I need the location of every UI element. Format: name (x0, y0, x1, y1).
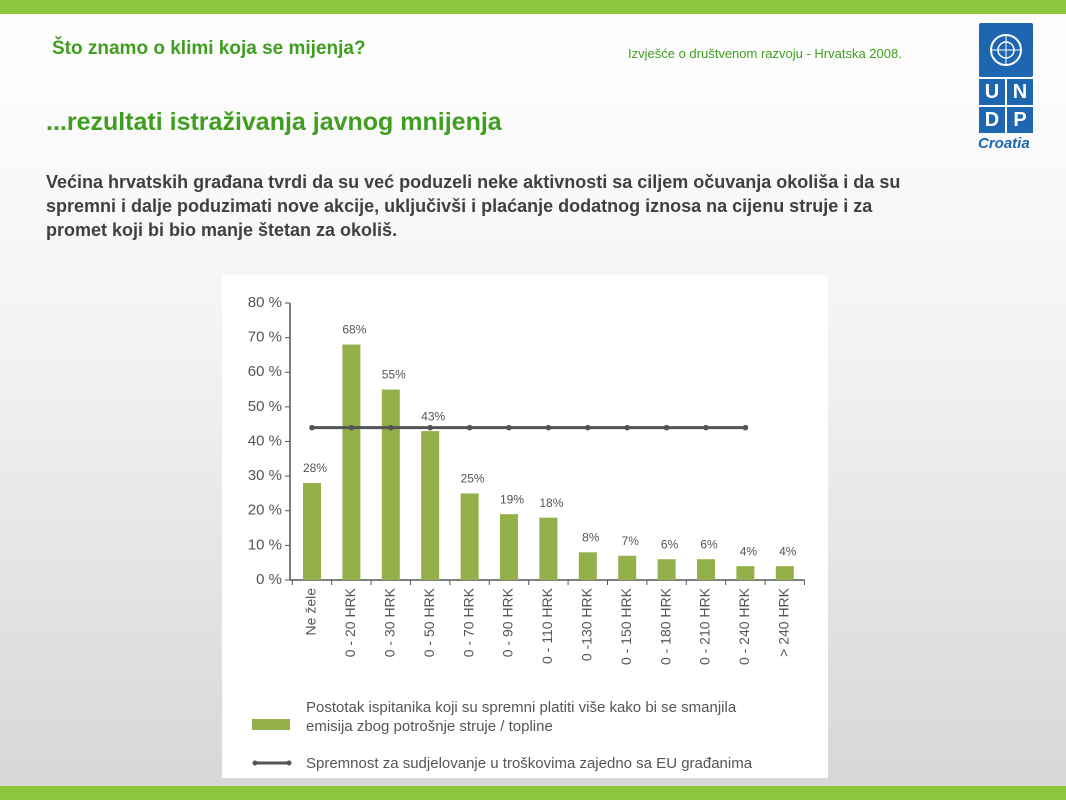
bar (460, 493, 479, 580)
legend-swatch-line (252, 760, 292, 766)
y-tick-label: 50 % (248, 398, 282, 415)
bar (736, 566, 755, 580)
x-tick-label: 0 - 90 HRK (500, 587, 516, 657)
line-marker (466, 424, 473, 431)
value-label: 4% (779, 544, 797, 558)
logo-emblem (979, 23, 1033, 77)
chart-panel: 0 % 10 % 20 % 30 % 40 % 50 % 60 % 70 % 80 % Ne že… (222, 275, 828, 778)
logo-letter: D (979, 107, 1005, 133)
x-tick-label: 0 - 110 HRK (539, 587, 555, 664)
line-marker (348, 424, 355, 431)
x-tick-label: 0 - 240 HRK (736, 587, 752, 665)
value-label: 6% (700, 537, 718, 551)
x-tick-label: 0 - 180 HRK (657, 587, 673, 665)
legend-label: Postotak ispitanika koji su spremni plat… (306, 699, 737, 735)
logo-letter: P (1007, 107, 1033, 133)
x-tick-label: 0 -130 HRK (579, 587, 595, 661)
y-tick-label: 40 % (248, 432, 282, 449)
x-tick-label: 0 - 30 HRK (382, 587, 398, 657)
y-tick-label: 60 % (248, 363, 282, 380)
x-tick-label: 0 - 150 HRK (618, 587, 634, 665)
line-marker (585, 424, 591, 431)
bottom-band (0, 786, 1066, 800)
bar (342, 344, 361, 580)
logo-country: Croatia (978, 135, 1030, 152)
bar (657, 559, 676, 580)
value-label: 7% (622, 534, 640, 548)
x-tick-label: > 240 HRK (776, 587, 792, 657)
value-label: 43% (421, 409, 445, 423)
value-label: 6% (661, 537, 679, 551)
line-marker (624, 424, 630, 431)
value-label: 18% (539, 496, 563, 510)
bar (539, 517, 558, 580)
line-marker (506, 424, 512, 431)
y-tick-label: 70 % (248, 329, 282, 346)
value-label: 55% (382, 368, 406, 382)
bar (500, 514, 518, 580)
x-tick-label: 0 - 210 HRK (697, 587, 713, 665)
y-tick-label: 10 % (248, 536, 282, 553)
chart: 0 % 10 % 20 % 30 % 40 % 50 % 60 % 70 % 80 % Ne že… (248, 294, 805, 665)
x-tick-label: Ne žele (303, 588, 319, 636)
line-marker (309, 424, 315, 431)
body-text: Većina hrvatskih građana tvrdi da su već… (46, 172, 901, 240)
value-label: 28% (303, 461, 327, 475)
y-tick-label: 0 % (256, 571, 282, 588)
logo-letter: N (1007, 79, 1033, 105)
value-label: 19% (500, 492, 524, 506)
value-label: 4% (740, 544, 758, 558)
top-band (0, 0, 1066, 14)
bar (618, 555, 637, 580)
bar (303, 483, 321, 580)
bar (421, 431, 440, 580)
line-marker (742, 424, 749, 431)
line-marker (427, 424, 433, 431)
legend-label: Spremnost za sudjelovanje u troškovima z… (306, 755, 753, 772)
bar (775, 566, 794, 580)
line-marker (663, 424, 670, 431)
value-label: 8% (582, 530, 600, 544)
line-marker (545, 424, 552, 431)
y-tick-label: 20 % (248, 502, 282, 519)
line-marker (388, 424, 394, 431)
x-tick-label: 0 - 20 HRK (342, 587, 358, 657)
report-name: Izvješće o društvenom razvoju - Hrvatska… (628, 46, 902, 61)
value-label: 25% (461, 472, 485, 486)
legend-swatch-bar (252, 719, 290, 730)
slide-title: Što znamo o klimi koja se mijenja? (52, 38, 366, 59)
y-tick-label: 30 % (248, 467, 282, 484)
x-tick-label: 0 - 50 HRK (421, 587, 437, 657)
bar (578, 552, 597, 580)
un-emblem (990, 34, 1022, 66)
logo-letter: U (979, 79, 1005, 105)
y-tick-label: 80 % (248, 294, 282, 311)
heading: ...rezultati istraživanja javnog mnijenj… (46, 108, 502, 136)
bar (697, 559, 715, 580)
x-tick-label: 0 - 70 HRK (460, 587, 476, 657)
line-marker (703, 424, 709, 431)
bar (381, 389, 400, 580)
value-label: 68% (342, 323, 366, 337)
